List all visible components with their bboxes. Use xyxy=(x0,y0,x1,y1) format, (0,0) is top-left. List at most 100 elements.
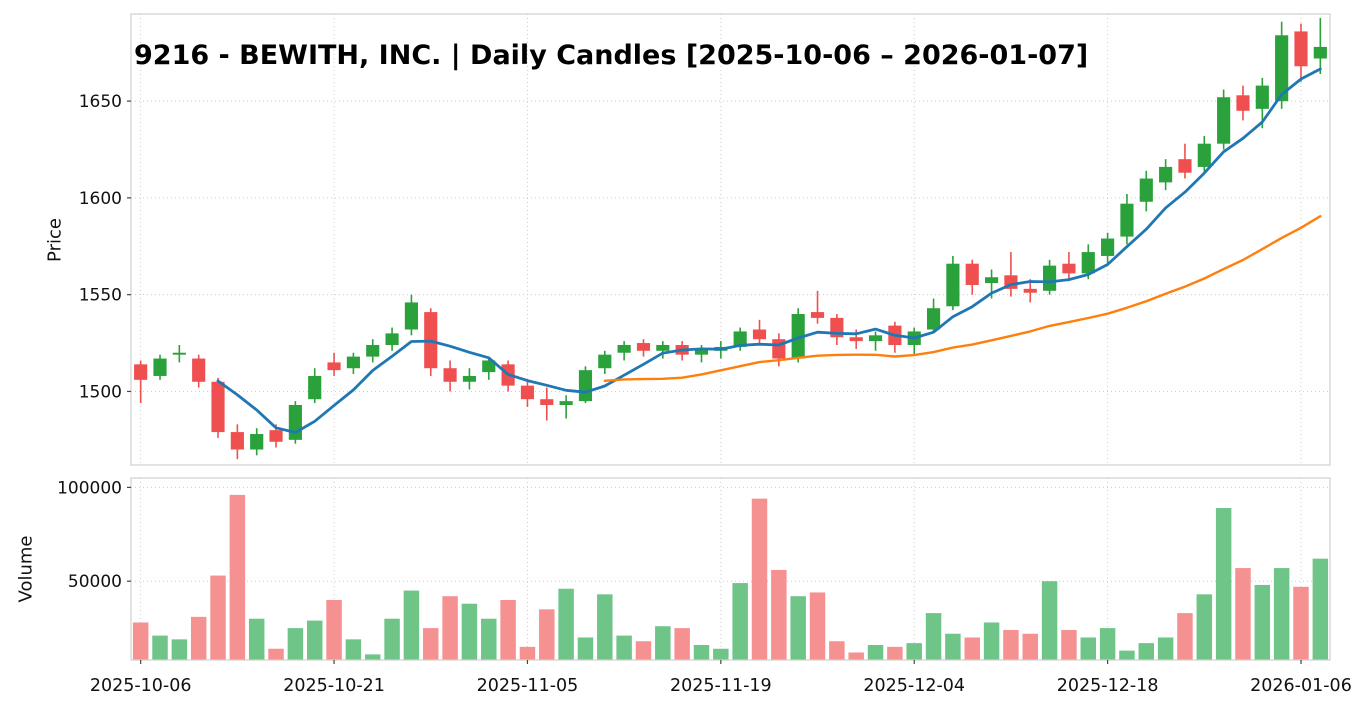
volume-bar xyxy=(577,637,594,660)
volume-bar xyxy=(713,648,729,660)
volume-bar xyxy=(1312,558,1329,660)
volume-bar xyxy=(384,618,400,660)
candle-body-down xyxy=(1023,288,1037,293)
price-panel-border xyxy=(130,13,1331,466)
volume-bar xyxy=(1157,637,1174,660)
candle-body-up xyxy=(385,333,399,345)
candle-body-up xyxy=(1043,265,1057,291)
volume-bar xyxy=(1003,629,1019,660)
candle-body-up xyxy=(984,277,999,284)
volume-bar xyxy=(732,583,748,660)
candle-body-up xyxy=(1139,178,1153,202)
date-tick-label: 2025-12-18 xyxy=(1057,676,1159,696)
volume-bar xyxy=(790,596,806,660)
volume-bar xyxy=(268,648,284,660)
candle-body-up xyxy=(1197,143,1211,167)
candle-body-down xyxy=(636,343,651,351)
volume-bar xyxy=(983,622,1000,660)
volume-bar xyxy=(1293,586,1309,660)
volume-bar xyxy=(1235,568,1251,660)
volume-bar xyxy=(1061,629,1077,660)
candle-body-down xyxy=(211,381,225,433)
volume-bar xyxy=(674,628,690,660)
volume-bar xyxy=(1138,643,1155,660)
candle-body-up xyxy=(172,352,186,355)
volume-bar xyxy=(1215,508,1232,660)
candle-body-up xyxy=(250,434,264,450)
candle-body-up xyxy=(559,401,573,405)
volume-bar xyxy=(423,628,439,660)
volume-bar xyxy=(229,494,246,660)
volume-bar xyxy=(906,643,922,660)
volume-bar xyxy=(964,637,980,660)
candle-body-down xyxy=(192,358,206,382)
candle-body-up xyxy=(288,404,302,440)
volume-axis-label: Volume xyxy=(15,535,37,603)
volume-bar xyxy=(945,633,961,660)
volume-bar xyxy=(616,635,632,660)
volume-bar xyxy=(597,594,613,660)
volume-bar xyxy=(152,635,168,660)
candle-body-up xyxy=(1159,166,1173,183)
sma5-line xyxy=(216,67,1322,434)
candle-body-up xyxy=(1081,252,1095,274)
chart-title: 9216 - BEWITH, INC. | Daily Candles [202… xyxy=(134,40,1089,71)
candle-body-up xyxy=(1275,35,1289,102)
candle-body-down xyxy=(443,368,457,382)
volume-bar xyxy=(1177,613,1193,660)
candle-body-up xyxy=(1101,238,1115,256)
candle-body-up xyxy=(733,331,747,347)
price-tick-label: 1600 xyxy=(79,189,122,209)
candle-body-up xyxy=(791,314,805,359)
date-tick-label: 2025-10-21 xyxy=(283,676,385,696)
candle-body-down xyxy=(752,329,767,340)
candle-body-up xyxy=(598,354,612,369)
volume-bar xyxy=(867,644,884,660)
volume-bar xyxy=(1022,633,1038,660)
candle-body-down xyxy=(134,364,148,380)
volume-bar xyxy=(345,639,362,660)
candle-body-down xyxy=(849,337,863,342)
candle-body-up xyxy=(1255,85,1269,109)
volume-bar xyxy=(364,654,381,660)
volume-bar xyxy=(306,620,323,660)
volume-bar xyxy=(809,592,826,660)
volume-bar xyxy=(558,588,574,660)
date-tick-label: 2025-12-04 xyxy=(863,676,965,696)
volume-bar xyxy=(171,639,188,660)
volume-tick-label: 50000 xyxy=(68,572,122,592)
volume-bar xyxy=(481,618,497,660)
volume-bar xyxy=(461,603,478,660)
volume-tick-label: 100000 xyxy=(57,478,122,498)
candle-body-up xyxy=(366,344,380,357)
price-tick-label: 1650 xyxy=(79,92,122,112)
volume-bar xyxy=(210,575,226,660)
candle-body-up xyxy=(694,348,709,355)
price-axis-label: Price xyxy=(44,218,66,262)
candle-body-up xyxy=(404,302,418,330)
candle-body-up xyxy=(482,360,496,373)
sma25-line xyxy=(603,214,1322,382)
date-tick-label: 2025-10-06 xyxy=(90,676,192,696)
volume-bar xyxy=(751,498,768,660)
volume-bar xyxy=(539,609,555,660)
volume-bar xyxy=(1099,628,1116,660)
candle-body-up xyxy=(926,308,941,330)
candle-body-up xyxy=(868,335,883,342)
volume-bar xyxy=(326,599,342,660)
volume-bar xyxy=(190,616,207,660)
volume-bar xyxy=(635,641,652,660)
date-tick-label: 2025-11-05 xyxy=(477,676,579,696)
candle-body-up xyxy=(308,375,322,400)
volume-bar xyxy=(248,618,265,660)
candle-body-down xyxy=(520,385,535,400)
volume-bar xyxy=(1041,581,1058,660)
volume-bar xyxy=(287,628,304,660)
volume-panel-border xyxy=(130,477,1331,661)
volume-bar xyxy=(848,652,864,660)
candle-body-down xyxy=(269,430,283,442)
candle-body-up xyxy=(656,344,670,351)
volume-bar xyxy=(1196,594,1213,660)
